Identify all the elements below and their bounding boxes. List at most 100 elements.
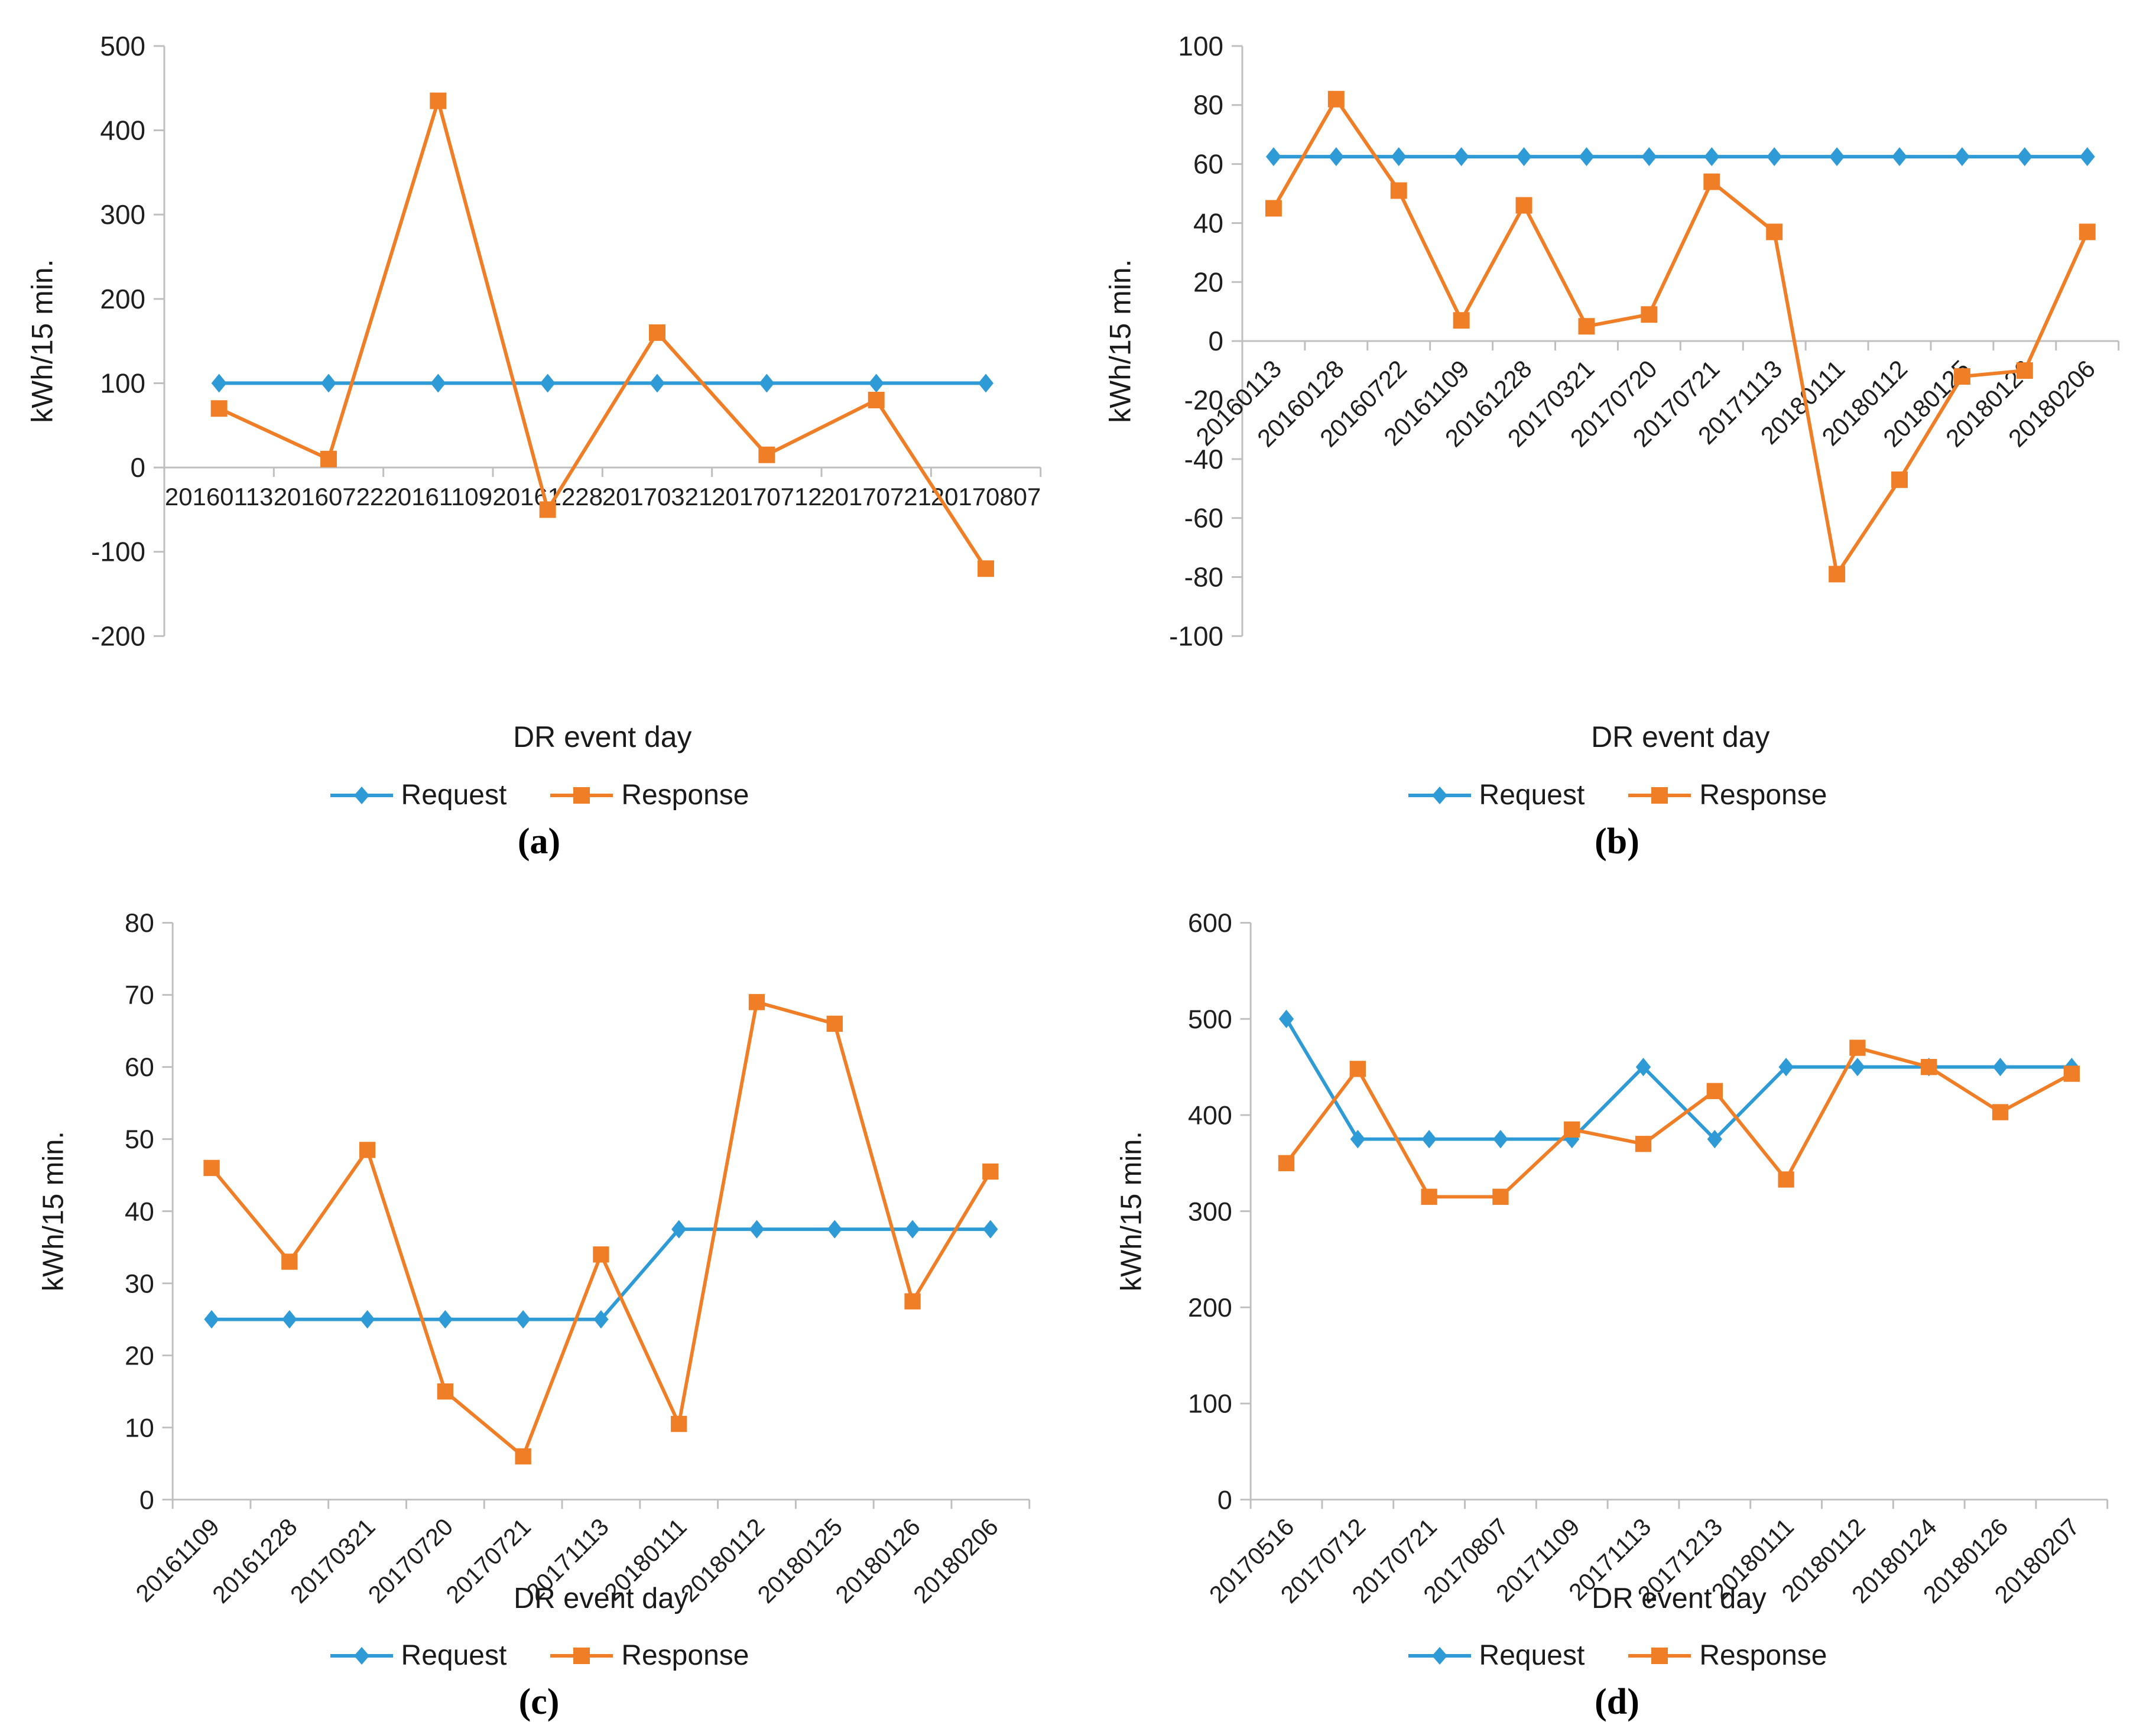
response-line	[217, 99, 988, 571]
x-tick-label: 20170321	[285, 1513, 380, 1608]
legend-label: Response	[621, 1640, 749, 1671]
response-marker-square	[320, 450, 337, 467]
response-marker-square	[758, 446, 775, 463]
y-tick-label: 40	[1193, 207, 1223, 238]
request-marker-diamond	[515, 1310, 531, 1329]
chart-caption-c: (c)	[518, 1682, 560, 1722]
request-legend-marker-icon	[330, 786, 393, 804]
x-tick-label: 20180126	[830, 1513, 926, 1608]
x-tick-label: 20170712	[712, 483, 822, 511]
request-marker-diamond	[211, 373, 227, 393]
response-marker-square	[515, 1448, 531, 1465]
response-marker-square	[1641, 306, 1658, 323]
y-tick-label: 400	[1188, 1100, 1232, 1130]
legend-item-request: Request	[329, 779, 507, 811]
response-marker-square	[1515, 197, 1532, 214]
response-marker-square	[2016, 362, 2033, 379]
response-marker-square	[430, 92, 447, 109]
chart-panel-b: -100 -80 -60 -40 -20 0 20 40 60 80 100 20160113 2016…	[1078, 0, 2156, 860]
legend-label: Response	[1699, 1640, 1827, 1671]
y-tick-label: -100	[91, 537, 145, 567]
response-legend-marker-icon	[1628, 787, 1691, 804]
x-tick-label: 20160722	[274, 483, 384, 511]
y-tick-label: 500	[1188, 1004, 1232, 1034]
y-tick-label: 0	[139, 1484, 154, 1515]
response-marker-square	[1921, 1058, 1937, 1076]
x-axis-title: DR event day	[1592, 1583, 1767, 1614]
y-tick-label: -20	[1184, 385, 1223, 415]
y-tick-label: 80	[125, 908, 154, 938]
request-marker-diamond	[204, 1310, 219, 1329]
request-marker-diamond	[1892, 147, 1907, 167]
request-marker-diamond	[2017, 147, 2032, 167]
request-marker-diamond	[1328, 147, 1344, 167]
response-marker-square	[203, 1159, 220, 1177]
request-marker-diamond	[359, 1310, 375, 1329]
response-marker-square	[1327, 90, 1345, 108]
response-marker-square	[437, 1383, 454, 1400]
response-marker-square	[1891, 471, 1908, 488]
response-marker-square	[978, 560, 995, 577]
response-line	[1271, 97, 2089, 576]
line-chart-b: -100-80-60-40-20020406080100201601132016…	[1103, 31, 2120, 753]
request-legend-marker-icon	[1408, 1646, 1471, 1665]
response-marker-square	[1564, 1121, 1580, 1138]
request-marker-diamond	[1350, 1130, 1366, 1149]
response-marker-square	[2063, 1065, 2080, 1082]
y-tick-label: 60	[1193, 149, 1223, 180]
request-marker-diamond	[868, 373, 884, 393]
y-axis-title: kWh/15 min.	[1103, 259, 1137, 423]
request-marker-diamond	[1767, 147, 1782, 167]
request-marker-diamond	[1954, 147, 1970, 167]
request-marker-diamond	[321, 373, 336, 393]
request-marker-diamond	[1635, 1057, 1651, 1077]
y-tick-label: 400	[100, 115, 145, 146]
y-tick-label: -200	[91, 620, 145, 651]
request-marker-diamond	[1516, 147, 1532, 167]
legend-diamond	[353, 786, 369, 804]
response-marker-square	[826, 1015, 843, 1032]
request-marker-diamond	[1850, 1057, 1865, 1077]
x-axis-title: DR event day	[514, 1583, 689, 1614]
response-marker-square	[1829, 566, 1846, 583]
request-marker-diamond	[759, 373, 775, 393]
request-marker-diamond	[1641, 147, 1657, 167]
request-marker-diamond	[1421, 1130, 1437, 1149]
request-marker-diamond	[827, 1220, 842, 1239]
response-marker-square	[1953, 368, 1970, 385]
legend-square	[1651, 787, 1668, 804]
y-tick-label: 100	[1178, 31, 1223, 61]
response-marker-square	[210, 400, 228, 417]
chart-caption-a: (a)	[517, 821, 561, 862]
y-tick-label: 10	[125, 1412, 154, 1442]
chart-caption-b: (b)	[1595, 821, 1639, 862]
request-marker-diamond	[983, 1220, 998, 1239]
y-tick-label: 50	[125, 1124, 154, 1154]
x-axis-title: DR event day	[1591, 720, 1769, 753]
response-marker-square	[1453, 312, 1470, 329]
response-marker-square	[1421, 1188, 1437, 1205]
request-legend-marker-icon	[1408, 786, 1471, 804]
legend-diamond	[1431, 1646, 1447, 1665]
y-tick-label: 0	[130, 452, 145, 483]
response-legend-marker-icon	[550, 1647, 613, 1664]
response-marker-square	[281, 1253, 298, 1270]
response-marker-square	[1492, 1188, 1509, 1205]
y-tick-label: 20	[125, 1340, 154, 1370]
response-marker-square	[1706, 1083, 1723, 1099]
legend: Request Response	[1407, 779, 1827, 811]
legend-label: Response	[621, 779, 749, 811]
y-tick-label: -80	[1184, 561, 1223, 592]
response-marker-square	[1578, 318, 1595, 335]
legend: Request Response	[329, 1639, 749, 1672]
legend: Request Response	[1407, 1639, 1827, 1672]
request-marker-diamond	[1992, 1057, 2008, 1077]
request-marker-diamond	[978, 373, 994, 393]
request-marker-diamond	[905, 1220, 920, 1239]
legend-diamond	[1431, 786, 1447, 804]
chart-panel-d: 0 100 200 300 400 500 600 20170516 20170712 20170…	[1078, 860, 2156, 1720]
response-marker-square	[1778, 1171, 1794, 1188]
line-chart-d: 0100200300400500600201705162017071220170…	[1116, 908, 2109, 1614]
legend-label: Request	[401, 779, 507, 811]
request-marker-diamond	[1265, 147, 1281, 167]
